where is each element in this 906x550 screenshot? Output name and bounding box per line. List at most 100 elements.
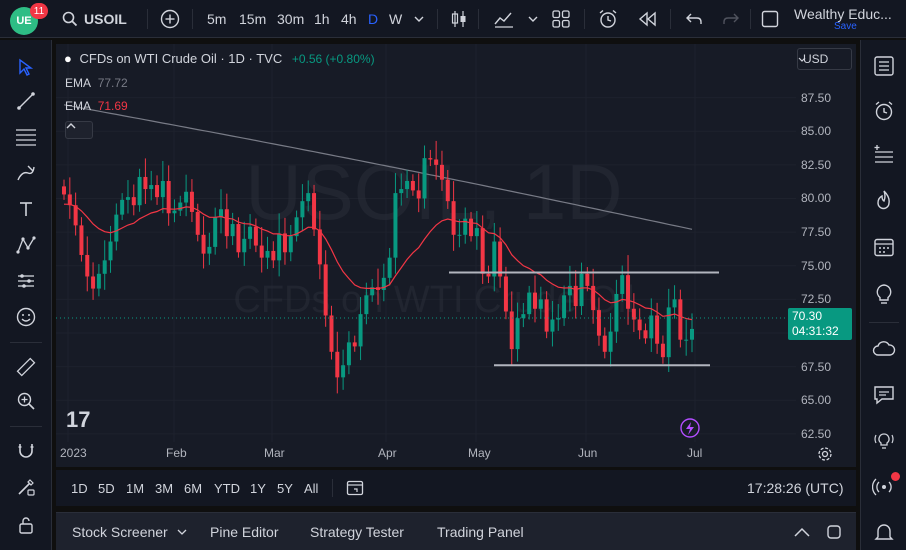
candle-body [265,250,270,258]
horizontal-lines-icon [16,129,36,146]
calendar-arrow-icon [346,480,364,496]
range-5d[interactable]: 5D [98,480,115,496]
indicators-button[interactable] [493,0,515,38]
maximize-panel-button[interactable] [826,513,842,550]
range-ytd[interactable]: YTD [214,480,240,496]
layout-button[interactable] [552,0,570,38]
text-tool[interactable] [11,194,41,224]
chart-title[interactable]: CFDs on WTI Crude Oil · 1D · TVC [79,51,283,66]
notifications-button[interactable] [869,472,900,502]
interval-30m[interactable]: 30m [277,11,305,27]
utc-clock[interactable]: 17:28:26 (UTC) [747,480,844,496]
expand-panel-button[interactable] [793,513,811,550]
brush-tool[interactable] [11,158,41,188]
candle-body [120,199,125,215]
interval-dropdown[interactable] [413,0,425,38]
candle-body [155,185,160,198]
chats-button[interactable] [869,380,899,410]
currency-select[interactable]: USD [797,48,852,70]
fib-tool[interactable] [11,122,41,152]
interval-5m[interactable]: 5m [207,11,227,27]
price-change: +0.56 (+0.80%) [291,52,375,66]
replay-button[interactable] [638,0,658,38]
lock-drawings-tool[interactable] [11,510,41,540]
lightning-icon[interactable] [680,418,700,438]
range-5y[interactable]: 5Y [277,480,293,496]
chart-type-button[interactable] [449,0,469,38]
candle-body [556,318,561,320]
stay-drawing-tool[interactable] [11,472,41,502]
candle-body [538,299,543,309]
price-tick-label: 82.50 [801,157,832,172]
account-name[interactable]: Wealthy Educ... [794,6,892,22]
emoji-tool[interactable] [11,302,41,332]
trading-panel-tab[interactable]: Trading Panel [437,524,524,540]
measure-tool[interactable] [11,352,41,382]
save-button[interactable]: Save [834,21,857,32]
range-1d[interactable]: 1D [71,480,88,496]
interval-1h[interactable]: 1h [314,11,330,27]
watchlist-button[interactable] [869,51,899,81]
zoom-tool[interactable] [11,386,41,416]
interval-d[interactable]: D [368,11,379,27]
stock-screener-tab[interactable]: Stock Screener [72,513,187,550]
strategy-tester-tab[interactable]: Strategy Tester [310,524,404,540]
compare-button[interactable] [160,0,180,38]
streams-button[interactable] [869,334,899,364]
forecast-tool[interactable] [11,266,41,296]
candle-body [567,285,572,296]
range-1m[interactable]: 1M [126,480,145,496]
range-all[interactable]: All [304,480,319,496]
ideas-button[interactable] [869,280,899,310]
candle-body [469,218,474,237]
candle-body [149,185,154,190]
candle-body [62,186,66,195]
currency-value: USD [803,52,829,66]
chart-grid [56,44,796,442]
price-chart[interactable]: USOIL, 1D CFDs on WTI Crude Oil 17 [56,44,856,467]
candle-body [114,214,119,242]
range-1y[interactable]: 1Y [250,480,266,496]
undo-button[interactable] [685,0,703,38]
candle-body [160,181,165,198]
square-icon [761,10,779,28]
bell-button[interactable] [869,518,899,548]
chart-pane[interactable]: USOIL, 1D CFDs on WTI Crude Oil 17 ● CFD… [56,44,856,467]
candle-body [457,234,462,236]
rewind-icon [638,11,656,27]
alerts-button[interactable] [869,96,899,126]
ema-fast-legend[interactable]: EMA 71.69 [65,99,128,113]
pattern-tool[interactable] [11,230,41,260]
fullscreen-button[interactable] [761,0,779,38]
candle-body [300,201,305,218]
candle-body [474,228,479,237]
candle-body [271,250,276,261]
magnet-tool[interactable] [11,436,41,466]
calendar-button[interactable] [869,232,899,262]
hotlists-button[interactable] [869,186,899,216]
alert-button[interactable] [598,0,618,38]
collapse-legend-button[interactable] [65,121,93,139]
cursor-tool[interactable] [11,52,41,82]
right-sidebar [860,40,906,550]
candle-body [591,285,596,311]
redo-button[interactable] [722,0,740,38]
symbol-search[interactable]: USOIL [62,0,127,38]
indicators-dropdown[interactable] [527,0,539,38]
cloud-icon [872,341,896,356]
interval-4h[interactable]: 4h [341,11,357,27]
trend-line-tool[interactable] [11,86,41,116]
object-tree-button[interactable] [869,140,899,170]
go-to-date-button[interactable] [346,470,366,506]
ema-slow-legend[interactable]: EMA 77.72 [65,76,128,90]
interval-w[interactable]: W [389,11,403,27]
range-6m[interactable]: 6M [184,480,203,496]
pattern-icon [16,236,36,254]
interval-15m[interactable]: 15m [239,11,267,27]
pine-editor-tab[interactable]: Pine Editor [210,524,279,540]
help-button[interactable] [869,426,899,456]
range-3m[interactable]: 3M [155,480,174,496]
price-tick-label: 72.50 [801,292,832,307]
candle-body [131,197,136,206]
candle-body [306,193,311,202]
